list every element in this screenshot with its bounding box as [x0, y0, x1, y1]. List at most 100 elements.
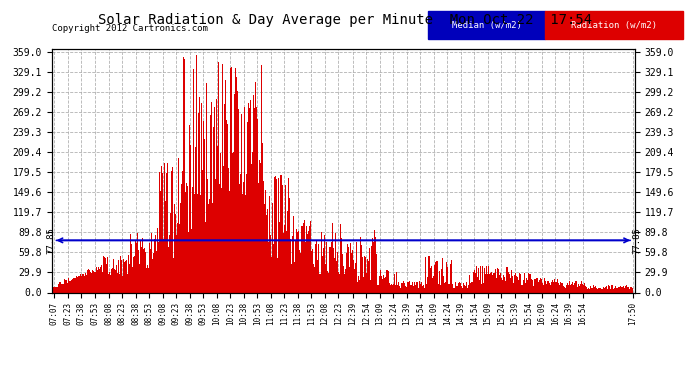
Bar [609, 286, 610, 292]
Bar [184, 59, 185, 292]
Bar [487, 274, 489, 292]
Bar [410, 285, 411, 292]
Bar [446, 262, 447, 292]
Bar [590, 286, 591, 292]
Bar [216, 99, 217, 292]
Bar [239, 174, 241, 292]
Bar [509, 274, 510, 292]
Bar [534, 279, 535, 292]
Bar [153, 253, 154, 292]
Bar [104, 257, 106, 292]
Bar [434, 265, 435, 292]
Bar [306, 226, 307, 292]
Bar [624, 288, 625, 292]
Bar [136, 243, 137, 292]
Bar [516, 276, 518, 292]
Bar [460, 284, 462, 292]
Bar [76, 276, 77, 292]
Bar [631, 288, 633, 292]
Bar [546, 285, 547, 292]
Bar [280, 175, 281, 292]
Bar [128, 255, 129, 292]
Bar [222, 71, 224, 292]
Bar [70, 280, 71, 292]
Bar [141, 246, 142, 292]
Bar [111, 269, 112, 292]
Bar [510, 278, 511, 292]
Bar [259, 160, 260, 292]
Bar [511, 270, 512, 292]
Bar [198, 113, 199, 292]
Bar [378, 285, 380, 292]
Bar [315, 244, 316, 292]
Bar [204, 139, 206, 292]
Bar [274, 177, 275, 292]
Bar [119, 274, 120, 292]
Bar [351, 253, 353, 292]
Bar [372, 238, 373, 292]
Bar [598, 288, 599, 292]
Bar [402, 284, 403, 292]
Bar [341, 231, 342, 292]
Bar [74, 278, 75, 292]
Bar [474, 270, 475, 292]
Bar [331, 242, 332, 292]
Bar [472, 282, 473, 292]
Bar [495, 282, 497, 292]
Bar [294, 261, 295, 292]
Bar [108, 274, 109, 292]
Bar [342, 254, 343, 292]
Bar [559, 285, 560, 292]
Bar [454, 288, 455, 292]
Bar [595, 288, 596, 292]
Bar [272, 203, 273, 292]
Bar [455, 282, 456, 292]
Bar [415, 285, 416, 292]
Bar [528, 273, 529, 292]
Bar [230, 68, 232, 292]
Bar [459, 282, 460, 292]
Bar [484, 268, 485, 292]
Bar [630, 287, 631, 292]
Bar [55, 287, 56, 292]
Bar [503, 275, 504, 292]
Bar [368, 249, 369, 292]
Bar [573, 285, 574, 292]
Bar [582, 284, 583, 292]
Bar [416, 282, 417, 292]
Bar [248, 108, 250, 292]
Text: Copyright 2012 Cartronics.com: Copyright 2012 Cartronics.com [52, 24, 208, 33]
Bar [100, 267, 101, 292]
Bar [159, 172, 160, 292]
Bar [130, 244, 132, 292]
Bar [124, 261, 125, 292]
Bar [386, 279, 387, 292]
Bar [529, 274, 530, 292]
Bar [166, 172, 167, 292]
Bar [566, 284, 568, 292]
Bar [620, 286, 621, 292]
Bar [310, 251, 312, 292]
Bar [391, 284, 392, 292]
Bar [72, 279, 73, 292]
Bar [564, 287, 565, 292]
Bar [183, 57, 184, 292]
Bar [171, 171, 172, 292]
Bar [502, 279, 503, 292]
Bar [545, 11, 683, 39]
Bar [146, 268, 147, 292]
Bar [209, 199, 210, 292]
Bar [606, 287, 607, 292]
Bar [208, 204, 209, 292]
Bar [260, 163, 262, 292]
Bar [445, 282, 446, 292]
Bar [338, 272, 339, 292]
Bar [191, 229, 192, 292]
Bar [400, 288, 401, 292]
Bar [210, 115, 211, 292]
Bar [215, 179, 216, 292]
Bar [515, 273, 516, 292]
Bar [439, 271, 440, 292]
Bar [262, 143, 263, 292]
Bar [157, 242, 159, 292]
